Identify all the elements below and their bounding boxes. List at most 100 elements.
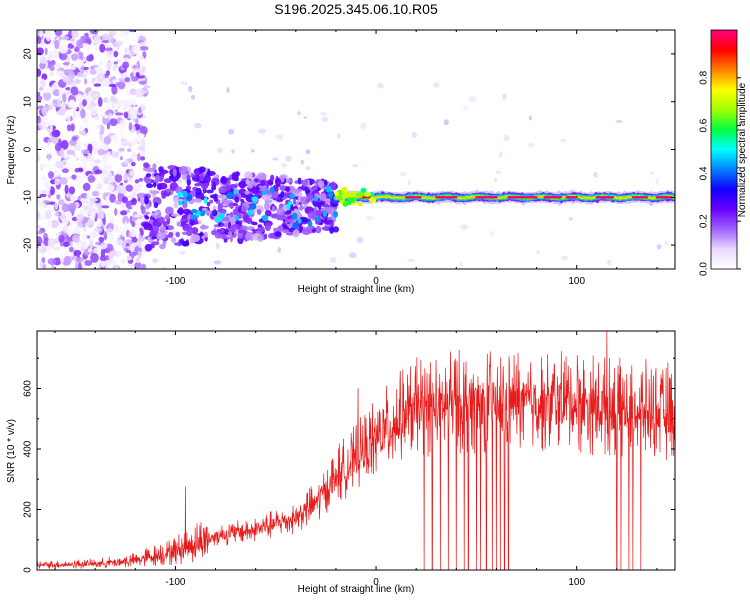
heatmap-cell (334, 191, 340, 197)
heatmap-cell (278, 225, 284, 231)
heatmap-cell (341, 186, 348, 194)
heatmap-cell (102, 158, 109, 166)
heatmap-cell (211, 229, 217, 236)
heatmap-cell (318, 201, 322, 211)
y-tick-label: 20 (23, 48, 34, 60)
heatmap-cell (37, 115, 42, 124)
heatmap-cell (285, 232, 295, 236)
heatmap-cell (294, 180, 299, 184)
heatmap-cell (128, 264, 136, 268)
heatmap-cell (109, 233, 114, 242)
heatmap-cell (147, 236, 151, 242)
heatmap-cell (159, 226, 166, 231)
heatmap-cell (135, 257, 141, 263)
heatmap-cell (58, 199, 65, 206)
heatmap-cell (120, 259, 126, 264)
heatmap-cell (337, 133, 341, 140)
heatmap-cell (205, 189, 214, 194)
heatmap-cell (560, 255, 569, 261)
heatmap-cell (121, 229, 127, 238)
heatmap-cell (277, 246, 282, 253)
heatmap-cell (111, 84, 118, 95)
heatmap-cell (93, 34, 102, 45)
heatmap-cell (48, 201, 56, 205)
heatmap-cell (218, 212, 225, 220)
heatmap-cell (131, 204, 138, 209)
heatmap-cell (159, 243, 166, 250)
heatmap-cell (172, 196, 180, 203)
heatmap-cell (190, 214, 197, 220)
heatmap-cell (256, 234, 264, 242)
heatmap-cell (138, 177, 144, 182)
heatmap-cell (411, 131, 418, 139)
heatmap-cell (37, 68, 42, 77)
heatmap-cell (66, 212, 73, 219)
heatmap-cell (117, 185, 127, 194)
heatmap-cell (39, 56, 47, 65)
heatmap-cell (536, 250, 540, 255)
heatmap-cell (190, 234, 201, 243)
spectrogram-y-label: Frequency (Hz) (6, 116, 17, 185)
x-tick-label: -100 (165, 577, 185, 588)
heatmap-cell (162, 265, 167, 269)
heatmap-cell (433, 82, 440, 88)
heatmap-cell (71, 30, 79, 39)
heatmap-cell (37, 36, 42, 45)
heatmap-cell (54, 39, 60, 49)
heatmap-cell (119, 132, 125, 138)
heatmap-cell (63, 255, 72, 266)
heatmap-cell (37, 138, 42, 144)
heatmap-cell (39, 193, 47, 198)
heatmap-cell (81, 149, 90, 155)
heatmap-cell (342, 200, 349, 207)
heatmap-cell (133, 214, 141, 218)
heatmap-cell (107, 172, 113, 180)
heatmap-cell (95, 125, 100, 131)
heatmap-cell (87, 248, 93, 253)
heatmap-cell (131, 98, 136, 103)
snr-panel: -100 0 100 0 200 400 600 Height of straight l… (6, 330, 676, 595)
heatmap-cell (98, 236, 105, 243)
heatmap-cell (54, 169, 58, 177)
heatmap-cell (284, 218, 295, 223)
heatmap-cell (113, 104, 122, 108)
heatmap-cell (96, 72, 105, 83)
heatmap-cell (70, 86, 79, 96)
heatmap-cell (126, 148, 132, 152)
heatmap-cell (226, 86, 230, 94)
heatmap-cell (298, 206, 305, 210)
heatmap-cell (182, 224, 193, 232)
heatmap-cell (261, 194, 272, 201)
heatmap-cell (136, 135, 143, 142)
heatmap-cell (97, 97, 103, 107)
heatmap-cell (356, 191, 364, 199)
heatmap-cell (244, 171, 253, 179)
heatmap-cell (54, 212, 60, 217)
heatmap-cell (113, 61, 119, 65)
heatmap-cell (157, 216, 165, 224)
heatmap-cell (74, 168, 80, 173)
heatmap-cell (80, 108, 86, 119)
heatmap-cell (124, 77, 131, 83)
heatmap-cell (113, 151, 120, 158)
heatmap-cell (152, 163, 157, 170)
heatmap-cell (366, 215, 374, 221)
heatmap-cell (173, 242, 183, 246)
heatmap-cell (237, 229, 247, 234)
heatmap-cell (199, 210, 206, 217)
heatmap-cell (116, 234, 121, 239)
heatmap-cell (69, 99, 76, 108)
heatmap-cell (158, 169, 169, 175)
heatmap-cell (52, 246, 61, 251)
heatmap-cell (495, 170, 502, 174)
heatmap-cell (213, 193, 219, 203)
heatmap-cell (315, 209, 322, 217)
heatmap-cell (281, 163, 288, 168)
y-tick-label: -20 (23, 237, 34, 252)
heatmap-cell (503, 134, 510, 142)
heatmap-cell (120, 210, 128, 216)
heatmap-cell (61, 203, 70, 213)
heatmap-cell (324, 179, 328, 185)
heatmap-cell (356, 237, 364, 243)
heatmap-cell (191, 227, 199, 235)
